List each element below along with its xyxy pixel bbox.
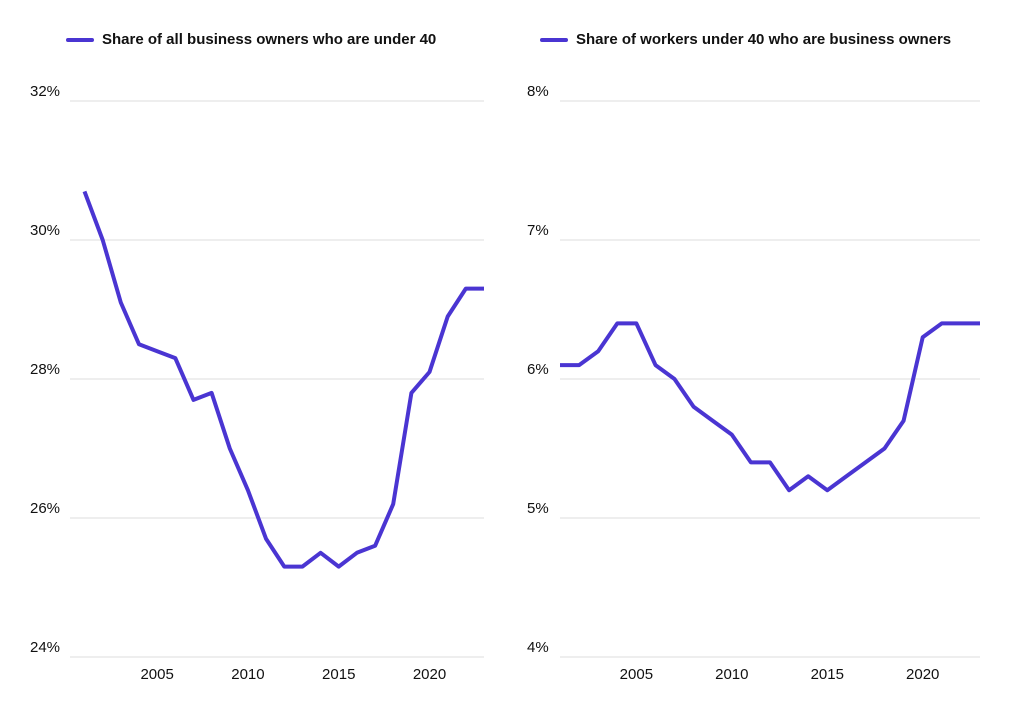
- legend-label-left: Share of all business owners who are und…: [102, 31, 437, 48]
- left-y-tick-label: 30%: [30, 222, 60, 239]
- legend-left: Share of all business owners who are und…: [66, 31, 436, 48]
- right-x-tick-label: 2020: [906, 666, 939, 683]
- right-series-line: [560, 321, 980, 493]
- right-y-tick-label: 8%: [527, 83, 549, 100]
- left-x-tick-label: 2010: [231, 666, 264, 683]
- right-y-tick-label: 4%: [527, 639, 549, 656]
- left-y-tick-label: 32%: [30, 83, 60, 100]
- legend-right: Share of workers under 40 who are busine…: [540, 31, 951, 48]
- legend-label-right: Share of workers under 40 who are busine…: [576, 31, 952, 48]
- right-y-tick-label: 7%: [527, 222, 549, 239]
- left-y-tick-label: 28%: [30, 361, 60, 378]
- left-x-tick-label: 2020: [413, 666, 446, 683]
- right-x-tick-label: 2005: [620, 666, 653, 683]
- left-series-line: [82, 190, 484, 569]
- right-y-tick-label: 5%: [527, 500, 549, 517]
- legend-swatch-left: [66, 37, 94, 42]
- left-x-tick-label: 2005: [140, 666, 173, 683]
- left-y-tick-label: 24%: [30, 639, 60, 656]
- chart-left: Share of all business owners who are und…: [30, 31, 484, 683]
- right-x-tick-label: 2015: [811, 666, 844, 683]
- chart-right: Share of workers under 40 who are busine…: [512, 0, 1024, 714]
- plot-left: 24% 26% 28% 30% 32% 2005 2010 2015 2020: [30, 83, 484, 683]
- right-x-tick-label: 2010: [715, 666, 748, 683]
- plot-right: 4% 5% 6% 7% 8% 2005 2010 2015 2020: [527, 83, 980, 683]
- right-y-tick-label: 6%: [527, 361, 549, 378]
- legend-swatch-right: [540, 37, 568, 42]
- left-x-tick-label: 2015: [322, 666, 355, 683]
- left-y-tick-label: 26%: [30, 500, 60, 517]
